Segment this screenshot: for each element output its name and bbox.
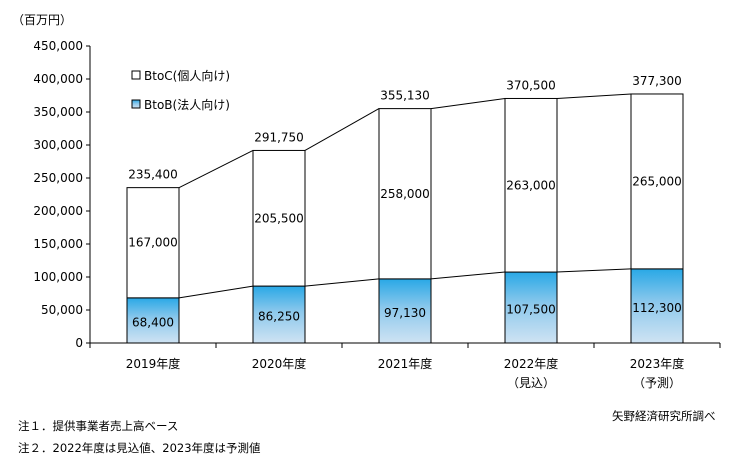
- x-category-sublabel: （見込）: [507, 376, 555, 390]
- connector-btob: [178, 285, 254, 299]
- note-1: 注１．提供事業者売上高ベース: [18, 419, 179, 433]
- y-tick-label: 100,000: [33, 270, 83, 284]
- bar-btoc: [126, 187, 180, 299]
- connector-total: [556, 93, 632, 99]
- total-value-label: 370,500: [506, 78, 556, 92]
- total-value-label: 355,130: [380, 89, 430, 103]
- bar-btob: [504, 271, 558, 344]
- bar-btob: [252, 285, 306, 344]
- y-tick-label: 150,000: [33, 237, 83, 251]
- y-tick-label: 300,000: [33, 138, 83, 152]
- bar-btob: [630, 268, 684, 344]
- total-value-label: 235,400: [128, 168, 178, 182]
- bar-btoc: [378, 108, 432, 280]
- connector-total: [430, 97, 506, 110]
- btoc-value-label: 265,000: [632, 174, 682, 188]
- y-tick-label: 250,000: [33, 171, 83, 185]
- x-category-sublabel: （予測）: [633, 376, 681, 390]
- legend-swatch-btoc: [131, 70, 141, 80]
- y-tick-label: 50,000: [41, 303, 83, 317]
- x-category-label: 2020年度: [252, 356, 307, 371]
- btoc-value-label: 258,000: [380, 187, 430, 201]
- y-tick-label: 450,000: [33, 39, 83, 53]
- connector-total: [178, 149, 254, 189]
- legend-label-btoc: BtoC(個人向け): [144, 68, 230, 83]
- source-credit: 矢野経済研究所調べ: [612, 409, 716, 423]
- bar-btoc: [504, 97, 558, 273]
- total-value-label: 291,750: [254, 130, 304, 144]
- y-tick-label: 350,000: [33, 105, 83, 119]
- btob-value-label: 97,130: [384, 306, 426, 320]
- connector-btob: [556, 268, 632, 273]
- x-category-label: 2021年度: [378, 356, 433, 371]
- total-value-label: 377,300: [632, 74, 682, 88]
- x-category-label: 2023年度: [630, 356, 685, 371]
- btob-value-label: 68,400: [132, 315, 174, 329]
- y-tick-label: 0: [75, 336, 83, 350]
- btob-value-label: 86,250: [258, 310, 300, 324]
- btob-value-label: 107,500: [506, 303, 556, 317]
- unit-label: （百万円）: [12, 13, 72, 27]
- connector-total: [304, 108, 380, 151]
- bar-btoc: [630, 93, 684, 270]
- btoc-value-label: 167,000: [128, 236, 178, 250]
- x-axis: 2019年度 2020年度 2021年度 2022年度 （見込） 2023年度 （予測）: [89, 342, 721, 390]
- btob-value-label: 112,300: [632, 301, 682, 315]
- legend-label-btob: BtoB(法人向け): [144, 97, 230, 112]
- connector-btob: [304, 278, 380, 287]
- bar-btob: [378, 278, 432, 344]
- bars: 68,400 167,000 235,400 86,250 205,500 291,750…: [126, 74, 684, 344]
- legend: BtoC(個人向け) BtoB(法人向け): [131, 68, 230, 112]
- bar-btoc: [252, 149, 306, 287]
- connector-btob: [430, 271, 506, 280]
- y-tick-label: 400,000: [33, 72, 83, 86]
- legend-swatch-btob: [131, 99, 141, 109]
- y-tick-label: 200,000: [33, 204, 83, 218]
- note-2: 注２．2022年度は見込値、2023年度は予測値: [18, 441, 261, 455]
- x-category-label: 2019年度: [126, 356, 181, 371]
- y-axis: 0 50,000 100,000 150,000 200,000 250,000 300,0…: [33, 39, 91, 350]
- btoc-value-label: 205,500: [254, 211, 304, 225]
- x-category-label: 2022年度: [504, 356, 559, 371]
- connector-lines: [178, 93, 632, 299]
- btoc-value-label: 263,000: [506, 178, 556, 192]
